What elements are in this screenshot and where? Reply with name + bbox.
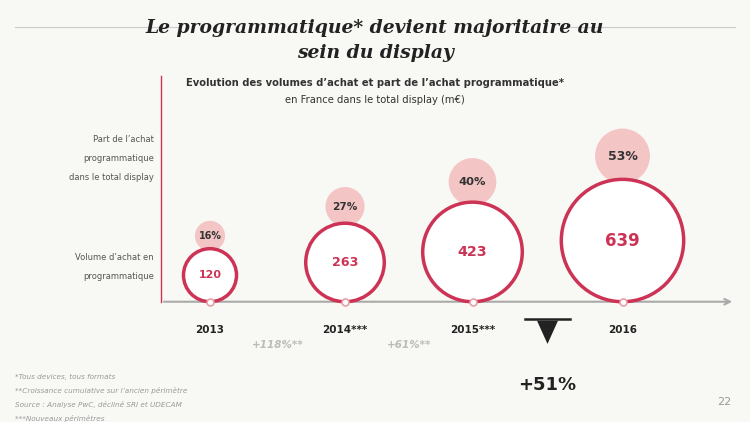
Text: 16%: 16%: [199, 231, 221, 241]
Text: 2014***: 2014***: [322, 325, 368, 335]
Text: Evolution des volumes d’achat et part de l’achat programmatique*: Evolution des volumes d’achat et part de…: [186, 78, 564, 88]
Text: 27%: 27%: [332, 202, 358, 211]
Ellipse shape: [595, 129, 650, 184]
Text: +51%: +51%: [518, 376, 577, 394]
Text: sein du display: sein du display: [296, 44, 454, 62]
Text: en France dans le total display (m€): en France dans le total display (m€): [285, 95, 465, 105]
Text: Le programmatique* devient majoritaire au: Le programmatique* devient majoritaire a…: [146, 19, 604, 37]
Text: Volume d’achat en: Volume d’achat en: [75, 253, 154, 262]
Text: programmatique: programmatique: [82, 154, 154, 163]
Text: 53%: 53%: [608, 149, 638, 162]
Text: Source : Analyse PwC, décliné SRI et UDECAM: Source : Analyse PwC, décliné SRI et UDE…: [15, 401, 182, 408]
Ellipse shape: [326, 187, 364, 226]
Text: 263: 263: [332, 256, 358, 269]
Text: 639: 639: [605, 232, 640, 249]
Text: dans le total display: dans le total display: [69, 173, 154, 182]
Text: 2015***: 2015***: [450, 325, 495, 335]
Text: 2016: 2016: [608, 325, 637, 335]
Text: 2013: 2013: [196, 325, 224, 335]
Ellipse shape: [306, 223, 384, 302]
Ellipse shape: [448, 158, 497, 206]
Text: 40%: 40%: [459, 177, 486, 187]
Text: +118%**: +118%**: [252, 340, 303, 350]
Text: **Croissance cumulative sur l’ancien périmètre: **Croissance cumulative sur l’ancien pér…: [15, 387, 188, 395]
Polygon shape: [537, 321, 558, 344]
Text: 22: 22: [717, 397, 731, 407]
Ellipse shape: [184, 249, 236, 302]
Text: ***Nouveaux périmètres: ***Nouveaux périmètres: [15, 415, 104, 422]
Text: +61%**: +61%**: [386, 340, 431, 350]
Text: *Tous devices, tous formats: *Tous devices, tous formats: [15, 373, 116, 379]
Text: programmatique: programmatique: [82, 272, 154, 281]
Ellipse shape: [561, 179, 684, 302]
Text: 423: 423: [458, 245, 488, 259]
Text: Part de l’achat: Part de l’achat: [93, 135, 154, 144]
Ellipse shape: [195, 221, 225, 251]
Ellipse shape: [423, 202, 522, 302]
Text: 120: 120: [199, 270, 221, 280]
